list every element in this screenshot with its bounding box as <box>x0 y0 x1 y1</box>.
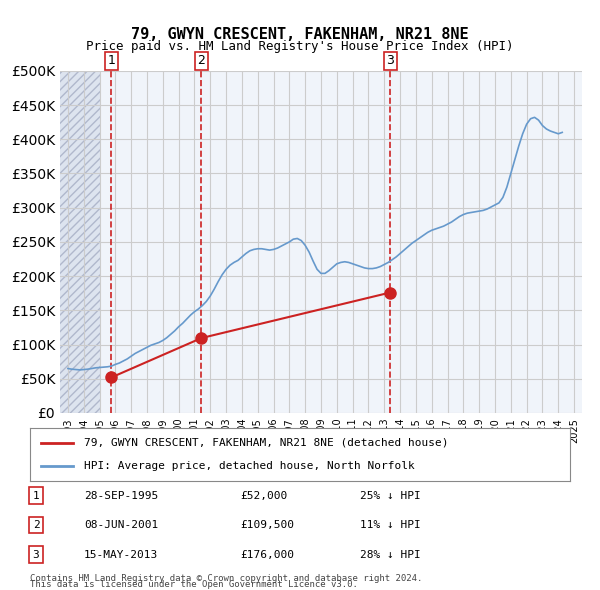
Text: 11% ↓ HPI: 11% ↓ HPI <box>360 520 421 530</box>
Text: 15-MAY-2013: 15-MAY-2013 <box>84 550 158 559</box>
Text: Contains HM Land Registry data © Crown copyright and database right 2024.: Contains HM Land Registry data © Crown c… <box>30 574 422 583</box>
Text: 3: 3 <box>386 54 394 67</box>
Text: £52,000: £52,000 <box>240 491 287 500</box>
Text: Price paid vs. HM Land Registry's House Price Index (HPI): Price paid vs. HM Land Registry's House … <box>86 40 514 53</box>
Text: 1: 1 <box>107 54 115 67</box>
Text: This data is licensed under the Open Government Licence v3.0.: This data is licensed under the Open Gov… <box>30 581 358 589</box>
Text: 79, GWYN CRESCENT, FAKENHAM, NR21 8NE: 79, GWYN CRESCENT, FAKENHAM, NR21 8NE <box>131 27 469 41</box>
Text: 28-SEP-1995: 28-SEP-1995 <box>84 491 158 500</box>
Text: 28% ↓ HPI: 28% ↓ HPI <box>360 550 421 559</box>
Text: HPI: Average price, detached house, North Norfolk: HPI: Average price, detached house, Nort… <box>84 461 415 471</box>
Text: £109,500: £109,500 <box>240 520 294 530</box>
Text: 2: 2 <box>32 520 40 530</box>
Text: 79, GWYN CRESCENT, FAKENHAM, NR21 8NE (detached house): 79, GWYN CRESCENT, FAKENHAM, NR21 8NE (d… <box>84 438 449 448</box>
Text: £176,000: £176,000 <box>240 550 294 559</box>
Text: 08-JUN-2001: 08-JUN-2001 <box>84 520 158 530</box>
Text: 1: 1 <box>32 491 40 500</box>
Bar <box>60 71 100 413</box>
Text: 25% ↓ HPI: 25% ↓ HPI <box>360 491 421 500</box>
Text: 2: 2 <box>197 54 205 67</box>
Text: 3: 3 <box>32 550 40 559</box>
